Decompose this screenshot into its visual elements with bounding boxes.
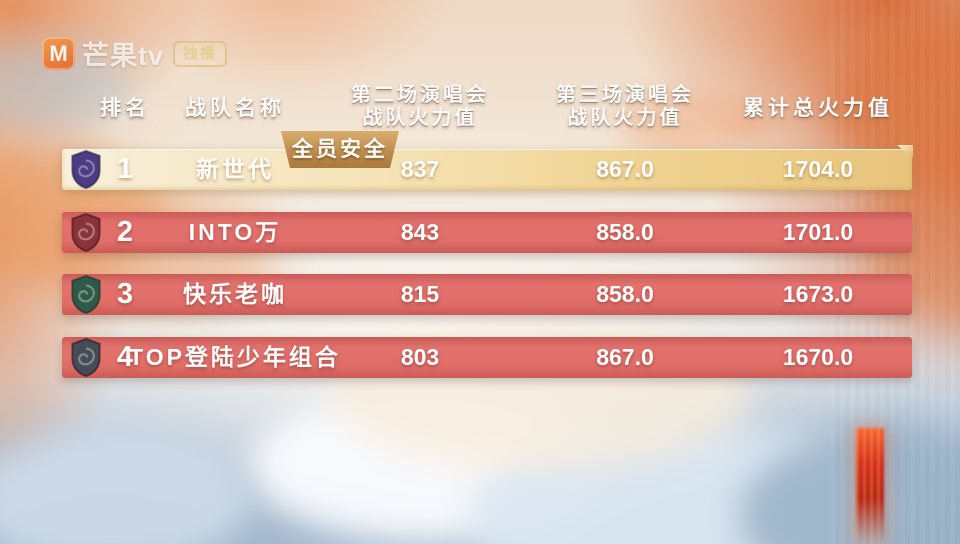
leaderboard-row-2: 2 INTO万 843 858.0 1701.0 [62, 212, 912, 253]
team-emblem-icon [71, 338, 101, 377]
header-concert2-score: 第二场演唱会 战队火力值 [320, 84, 520, 130]
mangotv-brand-text: 芒果tv [82, 41, 165, 71]
header-concert3-line2: 战队火力值 [567, 107, 683, 129]
motion-blur-streaks [830, 0, 960, 544]
exclusive-badge: 独播 [173, 40, 228, 67]
team-emblem-icon [71, 213, 101, 252]
score-total: 1673.0 [782, 281, 854, 307]
leaderboard-row-4: 4 TOP登陆少年组合 803 867.0 1670.0 [62, 337, 912, 378]
score-total: 1701.0 [782, 219, 854, 245]
team-emblem-icon [71, 150, 101, 189]
score-concert2: 815 [400, 281, 440, 307]
header-rank: 排名 [100, 97, 150, 120]
header-concert2-line1: 第二场演唱会 [351, 84, 489, 106]
team-name: 快乐老咖 [183, 281, 287, 307]
team-emblem-icon [71, 275, 101, 314]
team-name: TOP登陆少年组合 [129, 344, 341, 370]
team-name: INTO万 [188, 219, 282, 245]
score-concert2: 803 [400, 344, 440, 370]
leaderboard-row-1: 1 新世代 837 867.0 1704.0 [62, 145, 913, 190]
score-concert3: 867.0 [596, 156, 654, 182]
header-team-name: 战队名称 [185, 97, 285, 120]
score-concert3: 858.0 [596, 219, 654, 245]
ribbon-fold-decoration [897, 145, 913, 158]
header-concert2-line2: 战队火力值 [362, 107, 478, 129]
rank-number: 1 [116, 153, 134, 185]
safe-badge: 全员安全 [281, 131, 399, 168]
header-concert3-line1: 第三场演唱会 [556, 84, 694, 106]
score-concert3: 858.0 [596, 281, 654, 307]
score-total: 1670.0 [782, 344, 854, 370]
rank-number: 3 [116, 278, 134, 310]
cloud-decoration [620, 90, 770, 160]
header-concert3-score: 第三场演唱会 战队火力值 [525, 84, 725, 130]
red-banner-decoration [856, 428, 884, 542]
mangotv-logo-icon: M [42, 37, 75, 70]
score-concert3: 867.0 [596, 344, 654, 370]
team-name: 新世代 [196, 156, 274, 182]
header-total-score: 累计总火力值 [743, 97, 893, 120]
score-total: 1704.0 [782, 156, 854, 182]
rank-number: 2 [116, 216, 134, 248]
score-concert2: 837 [400, 156, 440, 182]
rank-number: 4 [116, 341, 134, 373]
score-concert2: 843 [400, 219, 440, 245]
leaderboard-row-3: 3 快乐老咖 815 858.0 1673.0 [62, 274, 912, 315]
mangotv-watermark: M 芒果tv 独播 [42, 34, 228, 73]
cloud-decoration [0, 430, 250, 544]
